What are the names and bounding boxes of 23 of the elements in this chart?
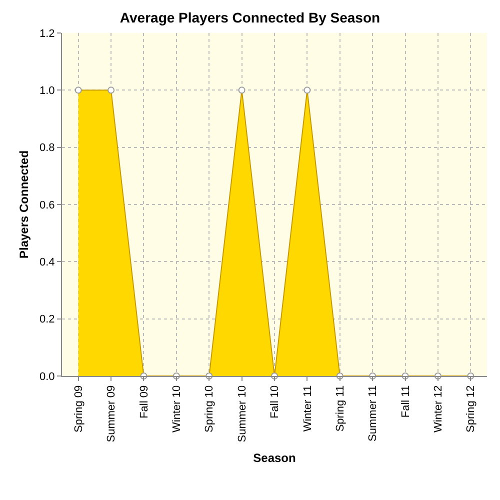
- x-tick-label: Spring 12: [465, 385, 478, 432]
- x-tick-label: Winter 11: [302, 385, 314, 432]
- y-tick-label: 0.8: [40, 142, 55, 154]
- y-tick-label: 0.6: [40, 199, 55, 212]
- x-tick-label: Spring 10: [204, 385, 216, 432]
- chart-title: Average Players Connected By Season: [120, 9, 380, 26]
- x-tick-label: Summer 09: [106, 385, 118, 442]
- y-axis-title: Players Connected: [17, 150, 31, 259]
- x-tick-label: Summer 11: [367, 385, 380, 442]
- y-tick-label: 0.2: [40, 314, 55, 326]
- x-axis-title: Season: [253, 451, 296, 466]
- y-tick-label: 1.2: [40, 28, 55, 40]
- y-tick-label: 0.4: [40, 256, 55, 269]
- x-tick-label: Fall 11: [400, 385, 412, 418]
- y-tick-label: 0.0: [40, 370, 55, 383]
- x-tick-label: Summer 10: [236, 385, 248, 442]
- x-tick-label: Winter 12: [432, 385, 445, 432]
- y-tick-label: 1.0: [40, 85, 55, 98]
- x-tick-label: Fall 09: [138, 385, 150, 418]
- x-tick-label: Spring 09: [72, 385, 85, 432]
- x-tick-label: Fall 10: [269, 385, 282, 418]
- x-tick-label: Spring 11: [334, 385, 346, 432]
- x-tick-label: Winter 10: [170, 385, 183, 432]
